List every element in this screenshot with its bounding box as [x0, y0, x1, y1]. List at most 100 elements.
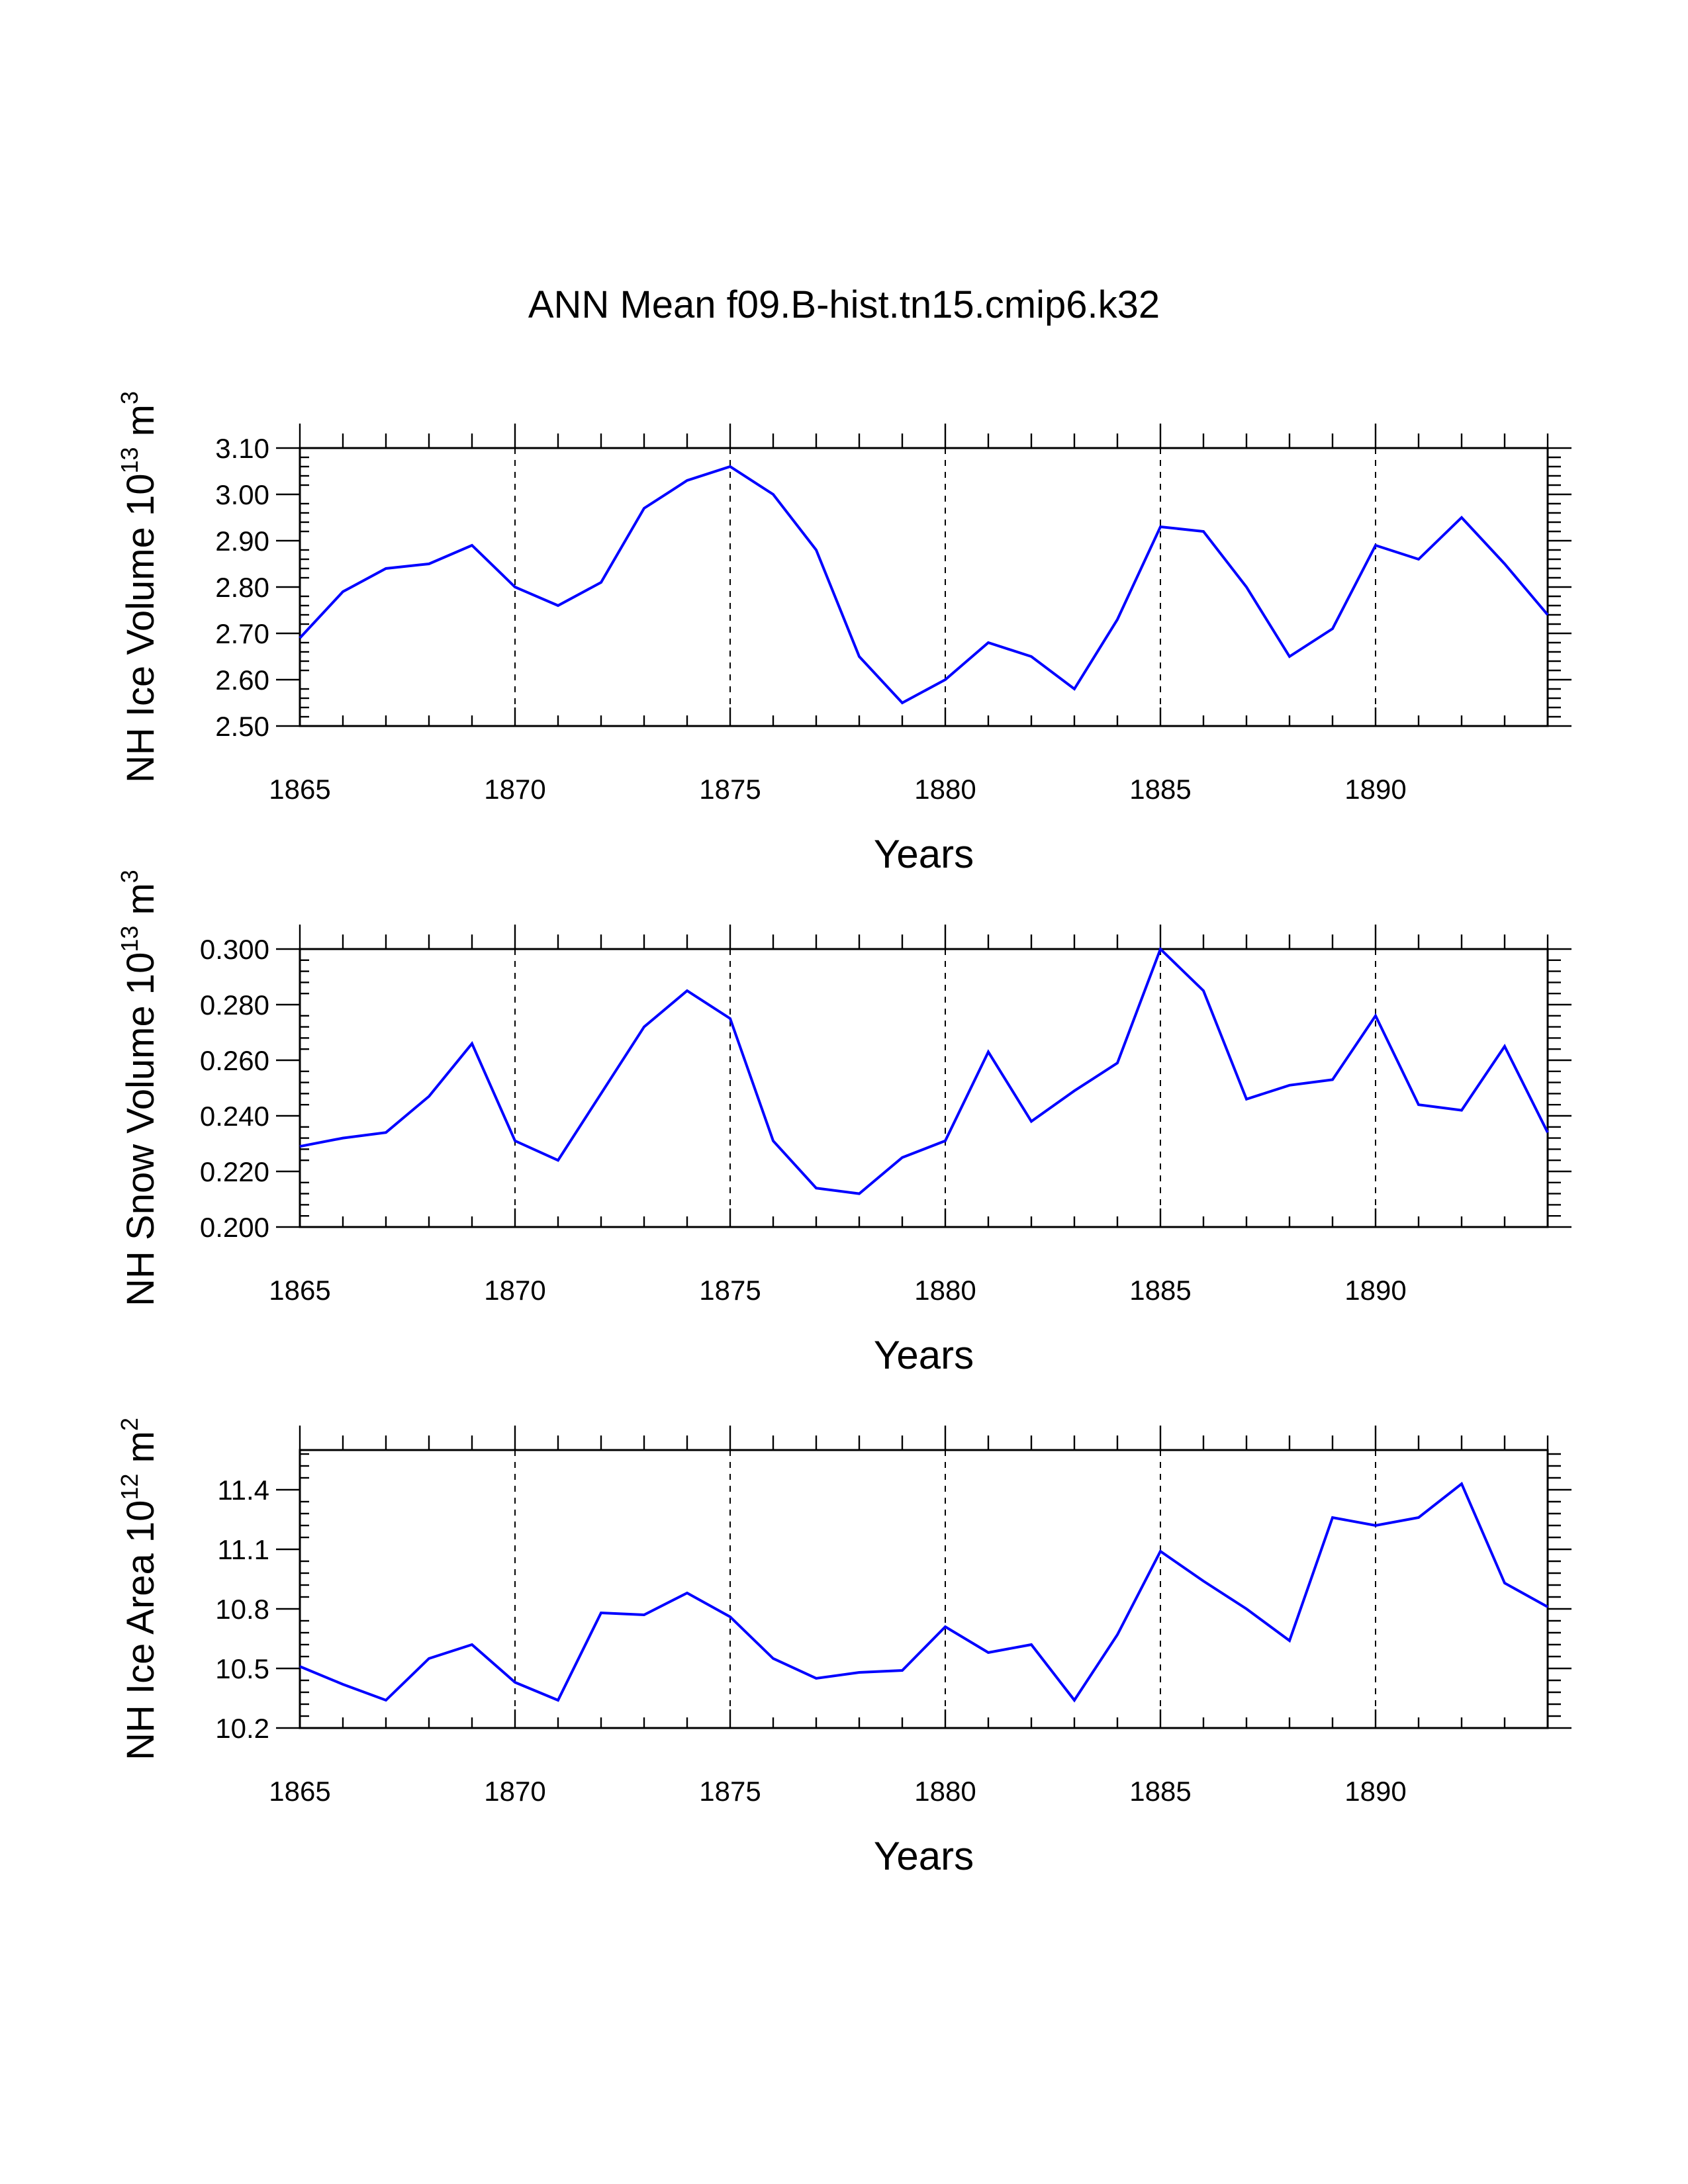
- panel1-data-point: [1460, 516, 1464, 520]
- panel2-y-tick-label: 0.220: [200, 1156, 269, 1187]
- panel3-y-tick-label: 10.2: [215, 1713, 269, 1744]
- panel1-data-point: [1115, 617, 1119, 621]
- panel3-plot-frame: [299, 1449, 1549, 1729]
- panel2-data-point: [771, 1139, 775, 1143]
- panel1-data-point: [513, 585, 517, 589]
- panel2-y-axis-label: NH Snow Volume 1013 m3: [116, 870, 162, 1306]
- panel3-data-point: [599, 1611, 603, 1615]
- panel3-data-point: [1029, 1643, 1033, 1647]
- panel2-x-axis-label: Years: [874, 1333, 974, 1377]
- panel1-data-point: [1244, 585, 1248, 589]
- panel1-data-point: [384, 567, 388, 570]
- panel1-data-point: [341, 590, 345, 594]
- panel3-data-point: [943, 1625, 947, 1629]
- panel1-data-point: [1374, 543, 1378, 547]
- panel3-data-point: [1503, 1581, 1507, 1585]
- panel1-data-point: [728, 465, 732, 469]
- panel3-y-tick-label: 10.5: [215, 1653, 269, 1684]
- panel2-data-point: [1029, 1119, 1033, 1123]
- panel1-data-point: [1417, 557, 1421, 561]
- figure-title: ANN Mean f09.B-hist.tn15.cmip6.k32: [528, 283, 1160, 326]
- panel1-x-axis-label: Years: [874, 832, 974, 876]
- panel2-data-point: [1503, 1044, 1507, 1048]
- panel2-x-tick-label: 1865: [269, 1275, 330, 1306]
- panel1-data-point: [685, 478, 689, 482]
- panel2-data-point: [556, 1158, 560, 1162]
- panel3-data-point: [642, 1613, 646, 1617]
- panel3-data-point: [986, 1651, 990, 1655]
- panel3-data-point: [771, 1657, 775, 1661]
- panel2-data-point: [513, 1139, 517, 1143]
- panel1-data-point: [900, 701, 904, 705]
- panel1-data-point: [298, 636, 302, 640]
- panel2-data-point: [857, 1192, 861, 1196]
- panel2-data-point: [384, 1130, 388, 1134]
- panel3-data-point: [1331, 1516, 1335, 1520]
- panel3-data-point: [556, 1698, 560, 1702]
- panel3-data-point: [1417, 1516, 1421, 1520]
- panel2-data-point: [298, 1144, 302, 1148]
- panel3-y-tick-label: 11.4: [217, 1475, 269, 1506]
- panel2-data-point: [1288, 1083, 1291, 1087]
- panel2-x-tick-label: 1885: [1129, 1275, 1191, 1306]
- panel2-plot-frame: [299, 948, 1549, 1228]
- panel1-x-tick-label: 1890: [1344, 774, 1406, 805]
- panel2-series-line: [299, 946, 1549, 1195]
- panel2-data-point: [1201, 989, 1205, 993]
- panel1-data-point: [986, 641, 990, 645]
- panel2-data-point: [1417, 1103, 1421, 1107]
- panel1-y-tick-label: 3.10: [215, 433, 269, 464]
- panel2-data-point: [470, 1042, 474, 1046]
- panel2-x-tick-label: 1880: [914, 1275, 976, 1306]
- panel3-data-point: [513, 1680, 517, 1684]
- panel2-y-tick-label: 0.300: [200, 934, 269, 965]
- panel3-data-point: [1244, 1607, 1248, 1611]
- panel3-data-point: [1546, 1605, 1550, 1609]
- panel1-y-tick-label: 2.80: [215, 572, 269, 603]
- panel2-data-point: [1072, 1089, 1076, 1093]
- panel1-y-tick-label: 2.60: [215, 664, 269, 696]
- panel3-x-tick-label: 1885: [1129, 1776, 1191, 1807]
- panel3-data-point: [470, 1643, 474, 1647]
- panel1-x-tick-label: 1870: [484, 774, 545, 805]
- panel1-data-point: [1029, 655, 1033, 659]
- panel1-y-tick-label: 3.00: [215, 479, 269, 510]
- panel1-data-point: [943, 678, 947, 682]
- panel2-data-point: [1244, 1097, 1248, 1101]
- panel1-data-point: [1546, 613, 1550, 617]
- panel1-data-point: [1288, 655, 1291, 659]
- panel2-data-point: [1331, 1077, 1335, 1081]
- panel1-x-tick-label: 1865: [269, 774, 330, 805]
- panel1-data-point: [556, 604, 560, 608]
- panel2-x-tick-label: 1875: [699, 1275, 761, 1306]
- panel1-data-point: [470, 543, 474, 547]
- panel3-x-tick-label: 1865: [269, 1776, 330, 1807]
- panel1-data-point: [599, 580, 603, 584]
- panel1-y-tick-label: 2.70: [215, 618, 269, 649]
- panel1-x-tick-label: 1880: [914, 774, 976, 805]
- panel2-data-point: [986, 1050, 990, 1054]
- panel3-data-point: [1460, 1482, 1464, 1486]
- panel1-data-point: [642, 506, 646, 510]
- panel3-data-point: [1201, 1579, 1205, 1583]
- panel3-data-point: [1158, 1549, 1162, 1553]
- panel3-data-point: [685, 1591, 689, 1595]
- panel1-data-point: [427, 562, 431, 566]
- panel2-data-point: [685, 989, 689, 993]
- panel3-data-point: [384, 1698, 388, 1702]
- panel1-series-line: [299, 465, 1549, 705]
- panel1-data-point: [771, 492, 775, 496]
- panel1-data-point: [814, 548, 818, 552]
- panel3-data-point: [857, 1670, 861, 1674]
- panel3-data-point: [900, 1668, 904, 1672]
- panel2-y-tick-label: 0.200: [200, 1212, 269, 1243]
- panel1-y-axis-label: NH Ice Volume 1013 m3: [116, 391, 162, 783]
- panel2-data-point: [900, 1156, 904, 1160]
- panel2-data-point: [427, 1095, 431, 1099]
- panel3-x-tick-label: 1890: [1344, 1776, 1406, 1807]
- panel3-data-point: [1115, 1633, 1119, 1637]
- panel2-data-point: [341, 1136, 345, 1140]
- panel2-data-point: [642, 1025, 646, 1029]
- panel3-data-point: [814, 1676, 818, 1680]
